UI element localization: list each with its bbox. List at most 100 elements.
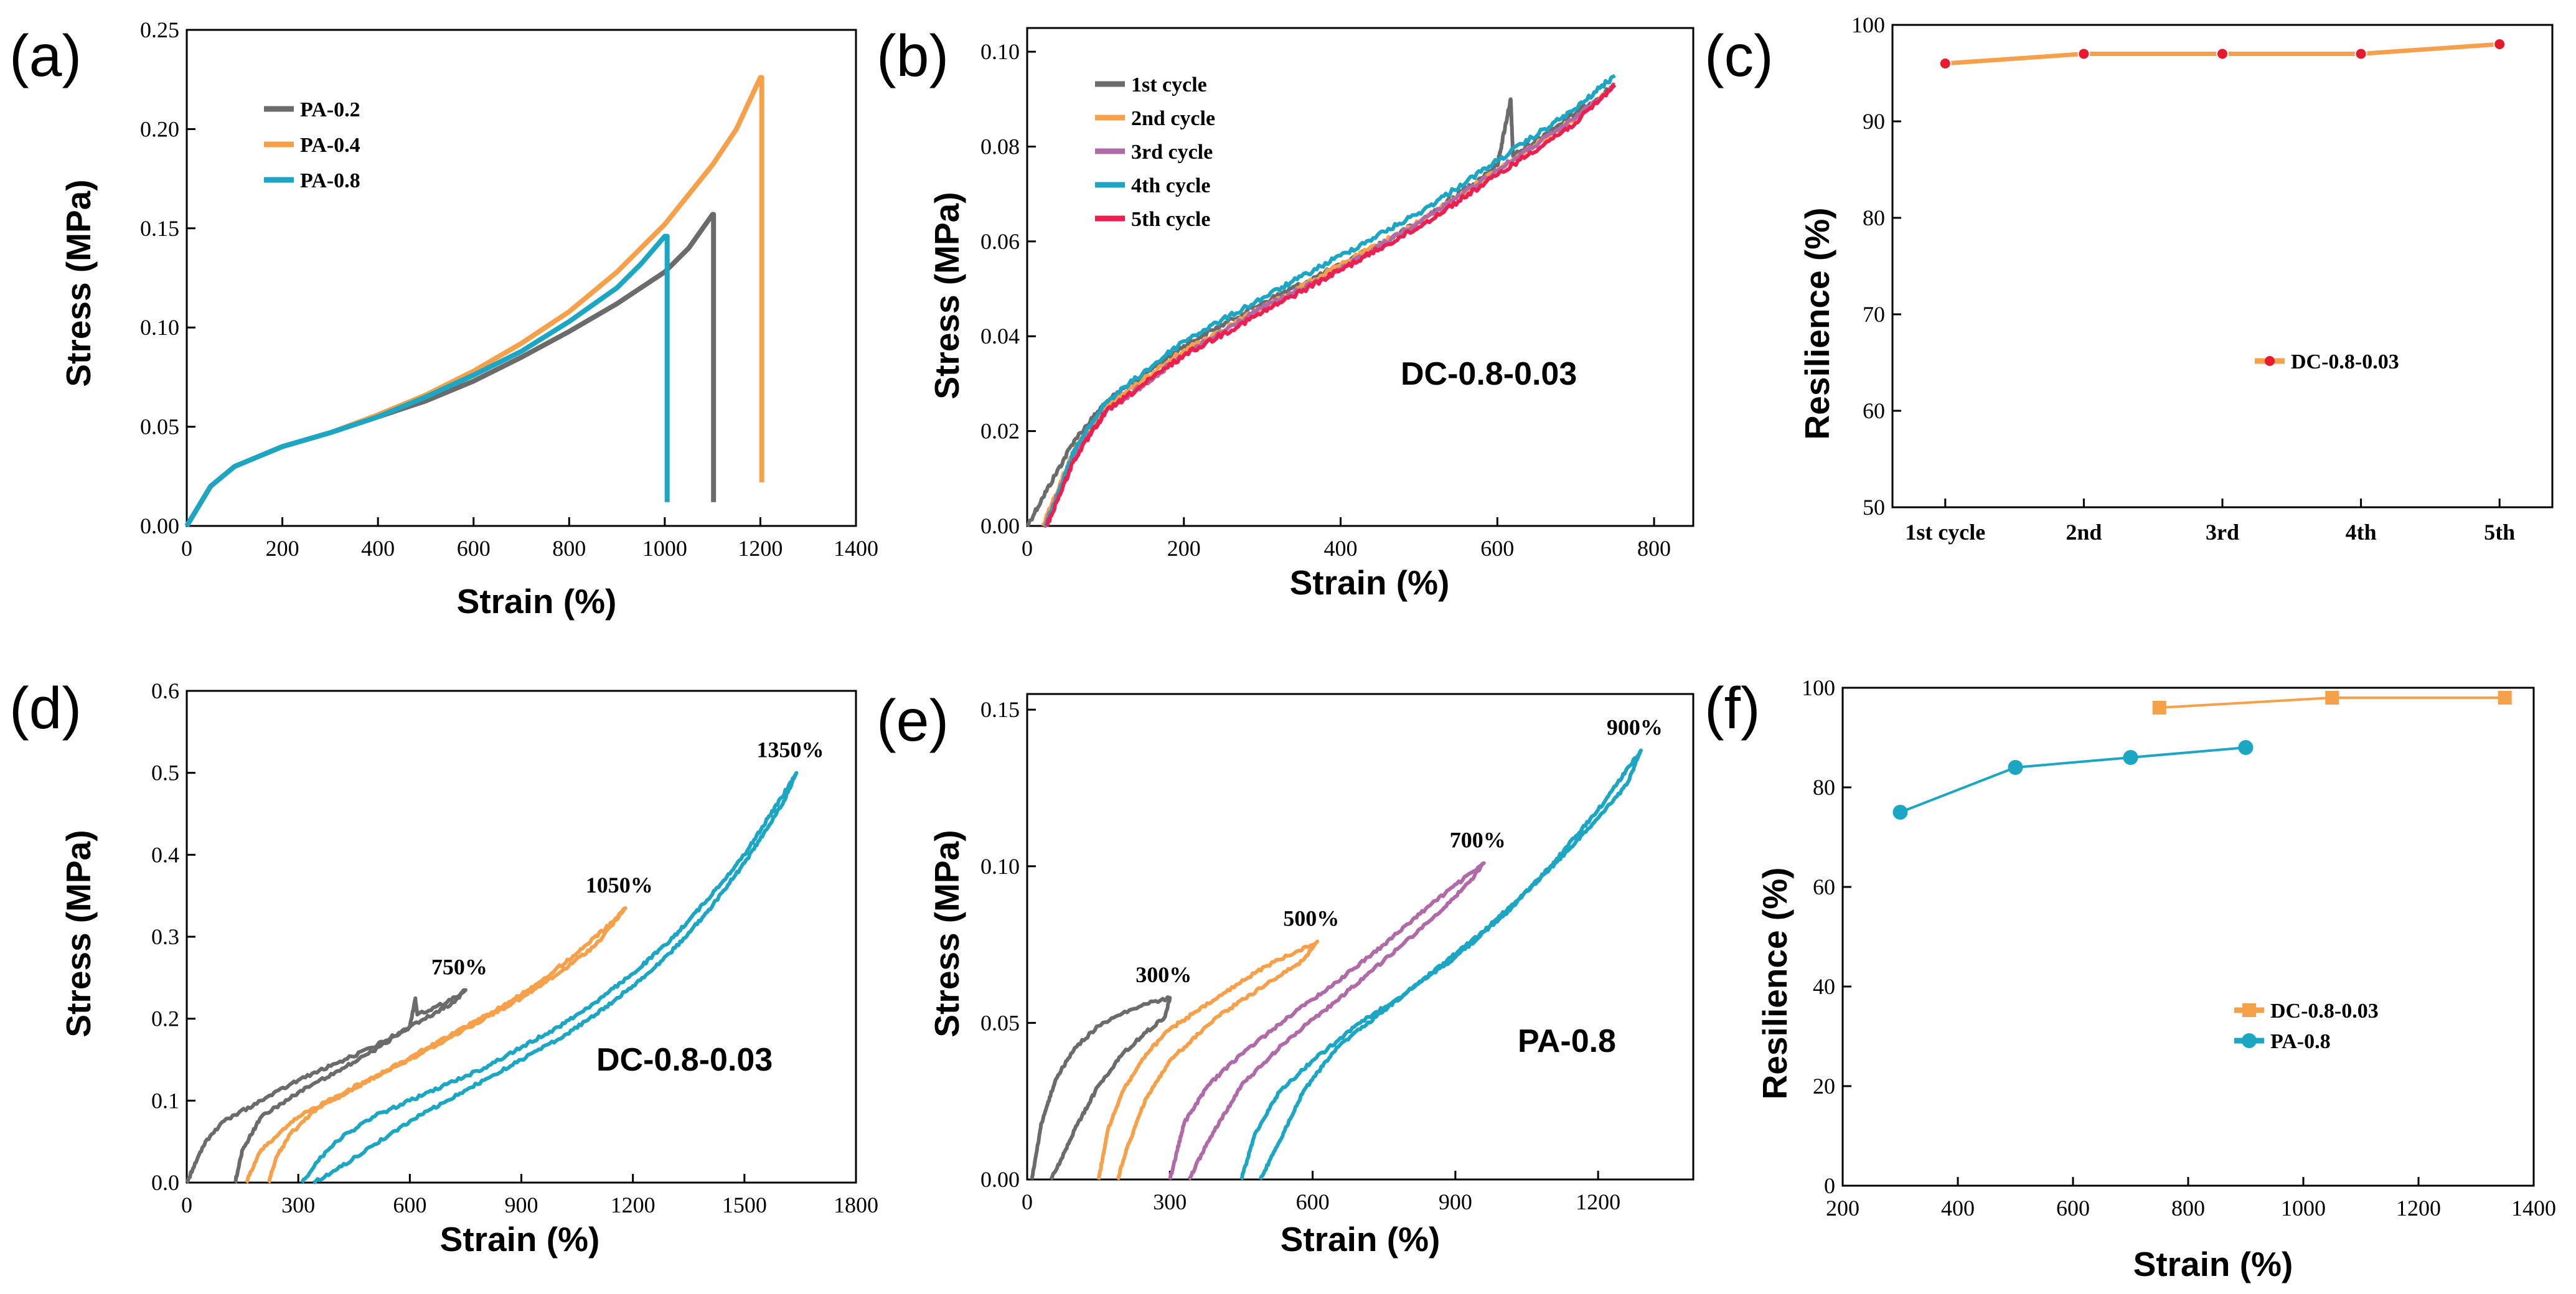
x-tick-label: 300	[1153, 1189, 1187, 1214]
x-tick-label: 900	[505, 1193, 538, 1217]
panel-e-annotation: PA-0.8	[1518, 1023, 1616, 1059]
y-tick-label: 0.04	[980, 324, 1020, 349]
x-tick-label: 300	[281, 1193, 315, 1217]
y-tick-label: 70	[1863, 302, 1885, 327]
x-tick-label: 600	[1296, 1189, 1330, 1214]
series-PA-0-8	[1899, 746, 2246, 813]
x-tick-label: 0	[181, 536, 192, 561]
panel-e-label: (e)	[877, 688, 949, 754]
data-point	[2077, 47, 2090, 60]
strain-label: 750%	[431, 955, 487, 980]
series-5th-cycle	[1045, 83, 1616, 527]
x-tick-label: 200	[1826, 1196, 1859, 1221]
x-tick-label: 200	[1167, 536, 1201, 561]
series-4th-cycle	[1044, 73, 1616, 527]
chart-d-frame	[186, 690, 857, 1184]
strain-label: 1350%	[756, 738, 824, 762]
legend-label: 4th cycle	[1131, 174, 1210, 197]
x-tick-label: 1200	[738, 536, 783, 561]
series-1050-	[245, 906, 628, 1184]
x-tick-label: 0	[181, 1193, 192, 1217]
y-tick-label: 0.15	[140, 216, 179, 241]
x-tick-label: 0	[1022, 536, 1033, 561]
y-tick-label: 0.10	[980, 39, 1020, 64]
x-tick-label: 1200	[611, 1193, 656, 1217]
x-tick-label: 800	[552, 536, 586, 561]
y-tick-label: 0.05	[980, 1010, 1020, 1035]
y-tick-label: 0	[1824, 1173, 1835, 1198]
strain-label: 900%	[1607, 715, 1663, 740]
y-tick-label: 0.05	[140, 415, 179, 439]
legend-marker	[2242, 1033, 2257, 1048]
y-tick-label: 0.00	[140, 513, 179, 538]
chart-b-plot: 0 200 400 600 800 0.00 0.02 0.04 0.06 0.08 0.10 1st…	[980, 27, 1695, 561]
panel-d-label: (d)	[9, 675, 82, 741]
legend-label: 5th cycle	[1131, 208, 1210, 231]
y-tick-label: 50	[1863, 495, 1885, 520]
y-tick-label: 0.0	[151, 1170, 179, 1195]
chart-f-frame	[1841, 687, 2535, 1187]
legend-label: DC-0.8-0.03	[2291, 350, 2399, 373]
panel-f-xlabel: Strain (%)	[2133, 1245, 2293, 1283]
x-tick-label: 1st cycle	[1905, 520, 1985, 545]
series-300-	[1030, 995, 1172, 1181]
x-tick-label: 2nd	[2066, 520, 2102, 545]
x-tick-label: 800	[2171, 1196, 2205, 1221]
panel-a-xlabel: Strain (%)	[457, 582, 617, 621]
data-point	[2493, 38, 2506, 50]
x-tick-label: 1200	[1576, 1189, 1620, 1214]
strain-label: 500%	[1283, 906, 1339, 931]
y-tick-label: 0.1	[151, 1088, 179, 1113]
series-1350-	[300, 771, 799, 1184]
panel-a-ylabel: Stress (MPa)	[59, 179, 98, 387]
chart-e-plot: 0 300 600 900 1200 0.00 0.05 0.10 0.15 300% 500% 70…	[980, 693, 1695, 1214]
x-tick-label: 1400	[2511, 1196, 2556, 1221]
y-tick-label: 0.6	[151, 678, 179, 703]
x-tick-label: 600	[457, 536, 491, 561]
panel-b-ylabel: Stress (MPa)	[928, 192, 966, 399]
panel-c: (c) Resilience (%)	[1704, 23, 1836, 439]
y-tick-label: 0.06	[980, 229, 1020, 254]
y-tick-label: 0.2	[151, 1006, 179, 1031]
y-tick-label: 0.08	[980, 134, 1020, 159]
x-tick-label: 0	[1022, 1189, 1033, 1214]
data-point	[2216, 47, 2229, 60]
panel-d-xlabel: Strain (%)	[440, 1220, 600, 1259]
y-tick-label: 0.25	[140, 17, 179, 42]
panel-f-ylabel: Resilience (%)	[1756, 868, 1794, 1100]
legend-label: PA-0.8	[2270, 1030, 2331, 1053]
y-tick-label: 100	[1802, 675, 1835, 700]
x-tick-label: 1000	[2281, 1196, 2326, 1221]
x-tick-label: 200	[266, 536, 299, 561]
panel-e-ylabel: Stress (MPa)	[928, 830, 966, 1037]
data-point	[2325, 691, 2339, 705]
x-tick-label: 1000	[642, 536, 687, 561]
chart-f-plot: 200 400 600 800 1000 1200 1400 0 20 40 60 80 100 DC-0…	[1802, 675, 2556, 1221]
panel-d-ylabel: Stress (MPa)	[59, 830, 98, 1037]
x-tick-label: 1400	[834, 536, 878, 561]
series-500-	[1096, 939, 1320, 1181]
x-tick-label: 400	[1324, 536, 1358, 561]
legend-label: DC-0.8-0.03	[2270, 1000, 2379, 1023]
x-tick-label: 3rd	[2206, 520, 2239, 545]
x-tick-label: 400	[1941, 1196, 1975, 1221]
data-point	[2354, 47, 2367, 60]
y-tick-label: 0.5	[151, 761, 179, 785]
chart-a-plot: 0 200 400 600 800 1000 1200 1400 0.00 0.05 0.10 0.1…	[140, 17, 878, 561]
y-tick-label: 20	[1813, 1074, 1835, 1099]
x-tick-label: 4th	[2346, 520, 2377, 545]
legend-label: 3rd cycle	[1131, 141, 1213, 164]
legend-label: 2nd cycle	[1131, 107, 1215, 130]
data-point	[1892, 805, 1908, 820]
series-PA-0-8	[184, 233, 670, 528]
series-PA-0-2	[184, 212, 717, 528]
y-tick-label: 0.4	[151, 842, 179, 867]
legend-label: PA-0.2	[300, 98, 360, 121]
legend-label: PA-0.4	[300, 134, 360, 157]
panel-d: (d) Strain (%) Stress (MPa) DC-0.8-0.03	[9, 675, 773, 1259]
y-tick-label: 0.00	[980, 513, 1020, 538]
series-900-	[1239, 748, 1643, 1181]
chart-c-plot: 1st cycle 2nd 3rd 4th 5th 50 60 70 80 90 100 DC-0.8…	[1851, 12, 2554, 545]
panel-e-xlabel: Strain (%)	[1281, 1220, 1441, 1259]
